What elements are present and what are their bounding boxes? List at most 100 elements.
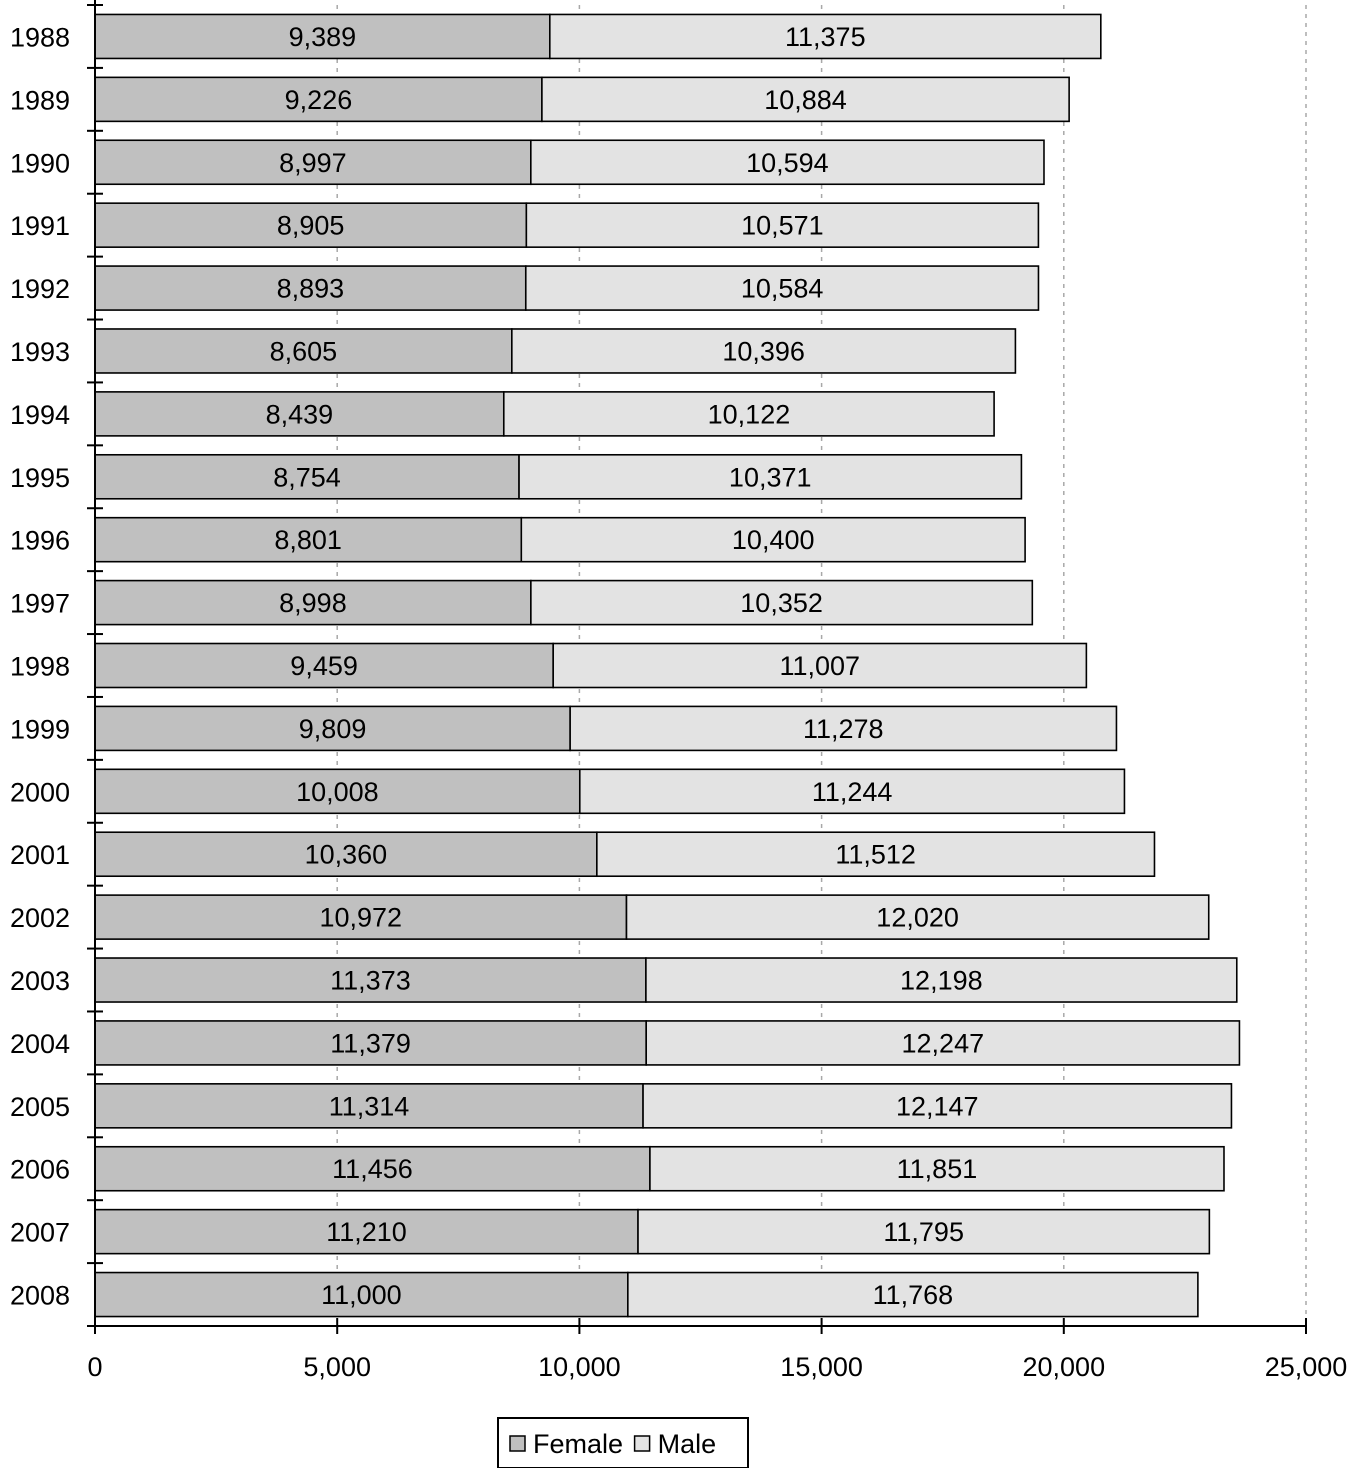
data-label-female: 10,008	[296, 777, 379, 807]
data-label-male: 10,884	[764, 85, 847, 115]
data-label-male: 10,584	[741, 274, 824, 304]
bar-male	[578, 768, 1126, 815]
x-tick-label: 15,000	[780, 1352, 863, 1382]
data-label-female: 8,998	[279, 588, 347, 618]
data-label-female: 11,456	[332, 1154, 413, 1184]
bar-female	[94, 1083, 644, 1129]
category-label: 2005	[10, 1092, 70, 1122]
data-label-female: 8,605	[270, 336, 338, 366]
legend-swatch-male	[633, 1435, 651, 1452]
category-label: 1994	[10, 400, 70, 430]
bar-female	[94, 391, 505, 437]
category-label: 1988	[10, 22, 70, 52]
data-label-male: 12,020	[876, 903, 959, 933]
data-label-male: 11,768	[873, 1280, 954, 1310]
bar-male	[649, 1145, 1225, 1192]
bar-female	[94, 957, 647, 1003]
data-label-male: 10,594	[746, 148, 829, 178]
data-label-female: 11,210	[326, 1217, 407, 1247]
bar-male	[530, 139, 1045, 186]
bar-female	[94, 13, 551, 60]
bar-male	[552, 642, 1088, 689]
bar-female	[94, 579, 532, 626]
bar-female	[94, 1145, 651, 1192]
bar-male	[541, 76, 1070, 123]
bar-female	[94, 453, 520, 500]
bar-male	[530, 579, 1034, 626]
category-label: 2008	[10, 1281, 70, 1311]
data-label-male: 11,795	[883, 1217, 964, 1247]
data-label-male: 11,244	[812, 777, 893, 807]
data-label-female: 11,000	[321, 1280, 402, 1310]
legend-swatch-female	[509, 1435, 526, 1452]
data-label-male: 11,007	[779, 651, 860, 681]
category-label: 1989	[10, 85, 70, 115]
data-label-male: 10,396	[722, 336, 805, 366]
data-label-male: 11,375	[785, 22, 866, 52]
bar-male	[645, 957, 1238, 1003]
bar-male	[511, 328, 1017, 374]
bar-male	[520, 516, 1026, 563]
x-tick-label: 0	[87, 1352, 102, 1382]
bar-male	[645, 1020, 1241, 1066]
bar-female	[94, 1020, 647, 1066]
category-label: 2003	[10, 966, 70, 996]
category-label: 2004	[10, 1029, 70, 1059]
data-label-female: 9,809	[299, 714, 367, 744]
bar-male	[524, 265, 1040, 311]
category-label: 1993	[10, 337, 70, 367]
data-label-female: 11,314	[329, 1091, 410, 1121]
data-label-female: 10,972	[319, 903, 402, 933]
category-label: 1999	[10, 714, 70, 744]
data-label-male: 10,122	[708, 399, 791, 429]
category-label: 2000	[10, 777, 70, 807]
bar-male	[518, 453, 1023, 500]
data-label-female: 9,389	[289, 22, 357, 52]
data-label-female: 8,893	[277, 274, 345, 304]
data-label-male: 10,400	[732, 525, 815, 555]
category-label: 2006	[10, 1155, 70, 1185]
category-label: 1991	[10, 211, 70, 241]
x-tick-label: 20,000	[1023, 1352, 1106, 1382]
x-tick-label: 25,000	[1265, 1352, 1348, 1382]
category-label: 1995	[10, 463, 70, 493]
category-label: 2007	[10, 1218, 70, 1248]
data-label-male: 12,147	[896, 1091, 979, 1121]
bar-female	[94, 139, 532, 186]
bar-female	[94, 76, 543, 123]
bar-female	[94, 516, 523, 563]
category-label: 1997	[10, 589, 70, 619]
bar-male	[525, 202, 1040, 248]
bar-male	[627, 1271, 1199, 1318]
data-label-male: 11,278	[803, 714, 884, 744]
data-label-female: 8,905	[277, 211, 345, 241]
bar-male	[625, 894, 1210, 940]
bar-female	[94, 328, 513, 374]
bar-male	[596, 831, 1156, 878]
data-label-female: 9,459	[290, 651, 358, 681]
legend	[497, 1417, 749, 1468]
data-label-female: 11,379	[330, 1028, 411, 1058]
data-label-female: 9,226	[285, 85, 353, 115]
category-label: 1996	[10, 526, 70, 556]
data-label-female: 11,373	[330, 966, 411, 996]
category-label: 1998	[10, 652, 70, 682]
bar-female	[94, 1208, 639, 1255]
data-label-female: 8,439	[266, 399, 334, 429]
legend-label-male: Male	[658, 1429, 717, 1459]
data-label-female: 10,360	[305, 840, 388, 870]
category-label: 1990	[10, 148, 70, 178]
bar-male	[502, 391, 995, 437]
data-label-male: 10,371	[729, 462, 812, 492]
x-tick-label: 5,000	[303, 1352, 371, 1382]
bar-male	[642, 1083, 1233, 1129]
data-label-male: 10,571	[741, 211, 824, 241]
x-tick-label: 10,000	[538, 1352, 621, 1382]
category-label: 1992	[10, 274, 70, 304]
data-label-female: 8,801	[274, 525, 342, 555]
data-label-male: 12,198	[900, 966, 983, 996]
category-label: 2001	[10, 840, 70, 870]
data-label-female: 8,754	[273, 462, 341, 492]
